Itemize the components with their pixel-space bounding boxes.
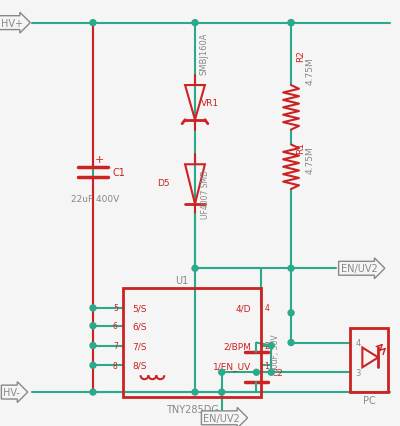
Text: 10uF, 50V: 10uF, 50V [271,334,280,372]
Text: 4/D: 4/D [236,304,252,313]
Text: 3: 3 [356,368,361,377]
Text: PC: PC [363,395,376,405]
Circle shape [268,343,274,348]
Circle shape [288,20,294,26]
Text: 8: 8 [113,361,118,370]
Text: 2/BPM: 2/BPM [224,341,252,350]
Circle shape [192,20,198,26]
Text: 5/S: 5/S [132,304,147,313]
Text: TNY285DG: TNY285DG [166,404,218,414]
Circle shape [192,389,198,395]
Text: D5: D5 [157,178,170,187]
Text: +: + [95,155,104,165]
Circle shape [268,369,274,375]
Circle shape [219,389,225,395]
Text: HV-: HV- [3,387,20,397]
Circle shape [219,369,225,375]
Circle shape [288,340,294,346]
Text: 6: 6 [113,322,118,331]
Text: U1: U1 [176,276,189,285]
Text: 8/S: 8/S [132,361,147,370]
Circle shape [288,310,294,316]
Circle shape [254,369,259,375]
Circle shape [90,389,96,395]
Text: HV+: HV+ [1,19,23,29]
Text: SMBJ160A: SMBJ160A [200,32,209,75]
Text: C1: C1 [113,168,126,178]
Circle shape [90,323,96,329]
Circle shape [90,343,96,348]
Text: EN/UV2: EN/UV2 [203,413,240,423]
Bar [123,288,261,397]
Text: 4: 4 [264,304,269,313]
Circle shape [288,266,294,272]
Text: 4.75M: 4.75M [306,146,315,174]
Circle shape [192,266,198,272]
Text: 7/S: 7/S [132,341,147,350]
Text: 4: 4 [356,338,361,347]
Bar [350,328,388,392]
Text: 5: 5 [113,304,118,313]
Circle shape [90,20,96,26]
Text: R2: R2 [296,50,305,62]
Text: 1/EN_UV: 1/EN_UV [213,361,252,370]
Circle shape [288,20,294,26]
Text: EN/UV2: EN/UV2 [340,264,377,273]
Text: C2: C2 [271,368,283,377]
Text: 4.75M: 4.75M [306,57,315,85]
Circle shape [90,305,96,311]
Text: UF4007 SMD: UF4007 SMD [201,170,210,219]
Text: VR1: VR1 [201,99,219,108]
Text: 1: 1 [264,361,269,370]
Circle shape [90,363,96,368]
Text: 22uF 400V: 22uF 400V [71,195,120,204]
Text: 7: 7 [113,341,118,350]
Text: R1: R1 [296,142,305,154]
Text: 6/S: 6/S [132,322,147,331]
Text: 2: 2 [264,341,269,350]
